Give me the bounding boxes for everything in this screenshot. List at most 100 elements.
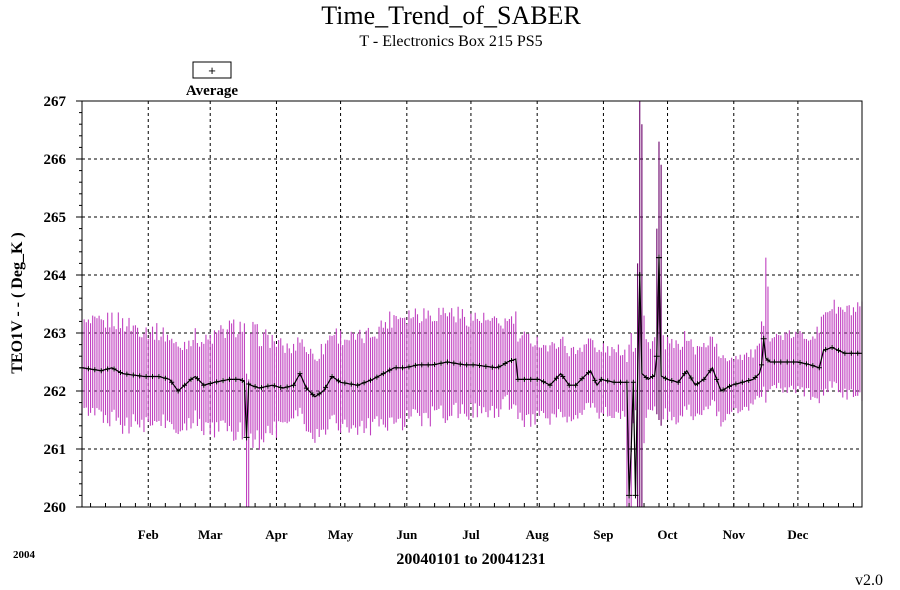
average-marker — [752, 374, 758, 380]
average-marker — [406, 364, 412, 370]
average-marker — [746, 378, 752, 384]
average-marker — [220, 378, 226, 384]
average-marker — [778, 359, 784, 365]
x-tick-label: Sep — [593, 527, 613, 542]
average-marker — [701, 376, 707, 382]
x-tick-label: Nov — [723, 527, 746, 542]
y-axis-label: TEO1V - - ( Deg_K ) — [9, 232, 26, 373]
x-axis: Feb Mar Apr May Jun Jul Aug Sep Oct Nov Dec — [90, 503, 854, 542]
average-marker — [797, 359, 803, 365]
x-tick-label: Mar — [198, 527, 223, 542]
average-marker — [284, 384, 290, 390]
average-marker — [188, 376, 194, 382]
average-marker — [626, 492, 633, 499]
average-marker — [632, 492, 639, 499]
average-marker — [444, 359, 450, 365]
chart-subtitle: T - Electronics Box 215 PS5 — [359, 33, 542, 50]
y-tick-label: 266 — [44, 152, 67, 168]
average-marker — [682, 371, 688, 377]
average-marker — [169, 379, 175, 385]
average-marker — [579, 376, 585, 382]
average-marker — [303, 385, 309, 391]
average-marker — [496, 364, 502, 370]
y-tick-label: 262 — [44, 384, 67, 400]
average-marker — [111, 366, 117, 372]
average-marker — [92, 367, 98, 373]
range-bars — [81, 101, 863, 507]
average-marker — [598, 376, 604, 382]
x-axis-label: 20040101 to 20041231 — [396, 551, 545, 568]
average-marker — [694, 381, 700, 387]
average-marker — [547, 382, 553, 388]
average-marker — [688, 375, 694, 381]
average-marker — [464, 362, 470, 368]
average-marker — [374, 374, 380, 380]
average-marker — [655, 254, 662, 261]
average-marker — [791, 359, 797, 365]
average-marker — [156, 374, 162, 379]
average-marker — [117, 369, 123, 375]
average-marker — [842, 350, 848, 356]
average-marker — [624, 379, 630, 385]
average-marker — [720, 387, 726, 393]
average-marker — [105, 366, 111, 372]
average-marker — [509, 358, 515, 364]
average-marker — [733, 381, 739, 387]
average-marker — [387, 367, 393, 373]
y-tick-label: 265 — [44, 210, 67, 226]
average-marker — [771, 359, 777, 365]
average-marker — [675, 379, 681, 385]
x-tick-label: Jul — [462, 527, 480, 542]
average-marker — [425, 362, 431, 368]
average-marker — [130, 372, 136, 378]
average-marker — [98, 368, 104, 374]
average-marker — [541, 379, 547, 385]
average-marker — [669, 378, 675, 384]
average-marker — [636, 272, 643, 278]
average-marker — [605, 378, 611, 384]
average-marker — [297, 371, 303, 377]
average-marker — [714, 376, 720, 382]
average-marker — [175, 388, 181, 394]
average-marker — [483, 363, 489, 369]
average-marker — [162, 375, 168, 381]
average-marker — [194, 376, 200, 382]
x-tick-label: Apr — [265, 527, 288, 542]
average-marker — [451, 360, 457, 366]
average-marker — [739, 379, 745, 385]
average-marker — [855, 350, 861, 356]
legend-symbol: + — [208, 63, 216, 78]
average-marker — [502, 360, 508, 366]
average-marker — [182, 382, 188, 388]
average-marker — [252, 384, 258, 390]
average-marker — [489, 364, 495, 370]
average-marker — [653, 353, 660, 360]
average-marker — [585, 370, 591, 376]
average-marker — [316, 391, 322, 397]
average-marker — [662, 375, 668, 381]
average-marker — [707, 368, 713, 374]
average-marker — [278, 385, 284, 391]
average-marker — [643, 374, 649, 380]
legend: + Average — [186, 61, 239, 99]
average-marker — [124, 371, 130, 377]
average-marker — [207, 380, 213, 386]
average-marker — [823, 347, 829, 353]
average-marker — [239, 378, 245, 384]
y-axis: 260 261 262 263 264 265 266 267 — [44, 94, 82, 516]
average-marker — [214, 379, 220, 385]
average-marker — [515, 376, 521, 382]
average-marker — [760, 335, 767, 342]
average-marker — [829, 345, 835, 350]
x-tick-label: Jun — [396, 527, 418, 542]
year-label: 2004 — [13, 549, 36, 561]
average-marker — [528, 376, 534, 382]
average-marker — [323, 384, 329, 390]
legend-box — [192, 61, 232, 79]
average-marker — [618, 379, 624, 385]
y-tick-label: 263 — [44, 326, 67, 342]
legend-label: Average — [186, 83, 239, 99]
chart-title: Time_Trend_of_SABER — [321, 1, 581, 30]
average-marker — [259, 385, 265, 391]
